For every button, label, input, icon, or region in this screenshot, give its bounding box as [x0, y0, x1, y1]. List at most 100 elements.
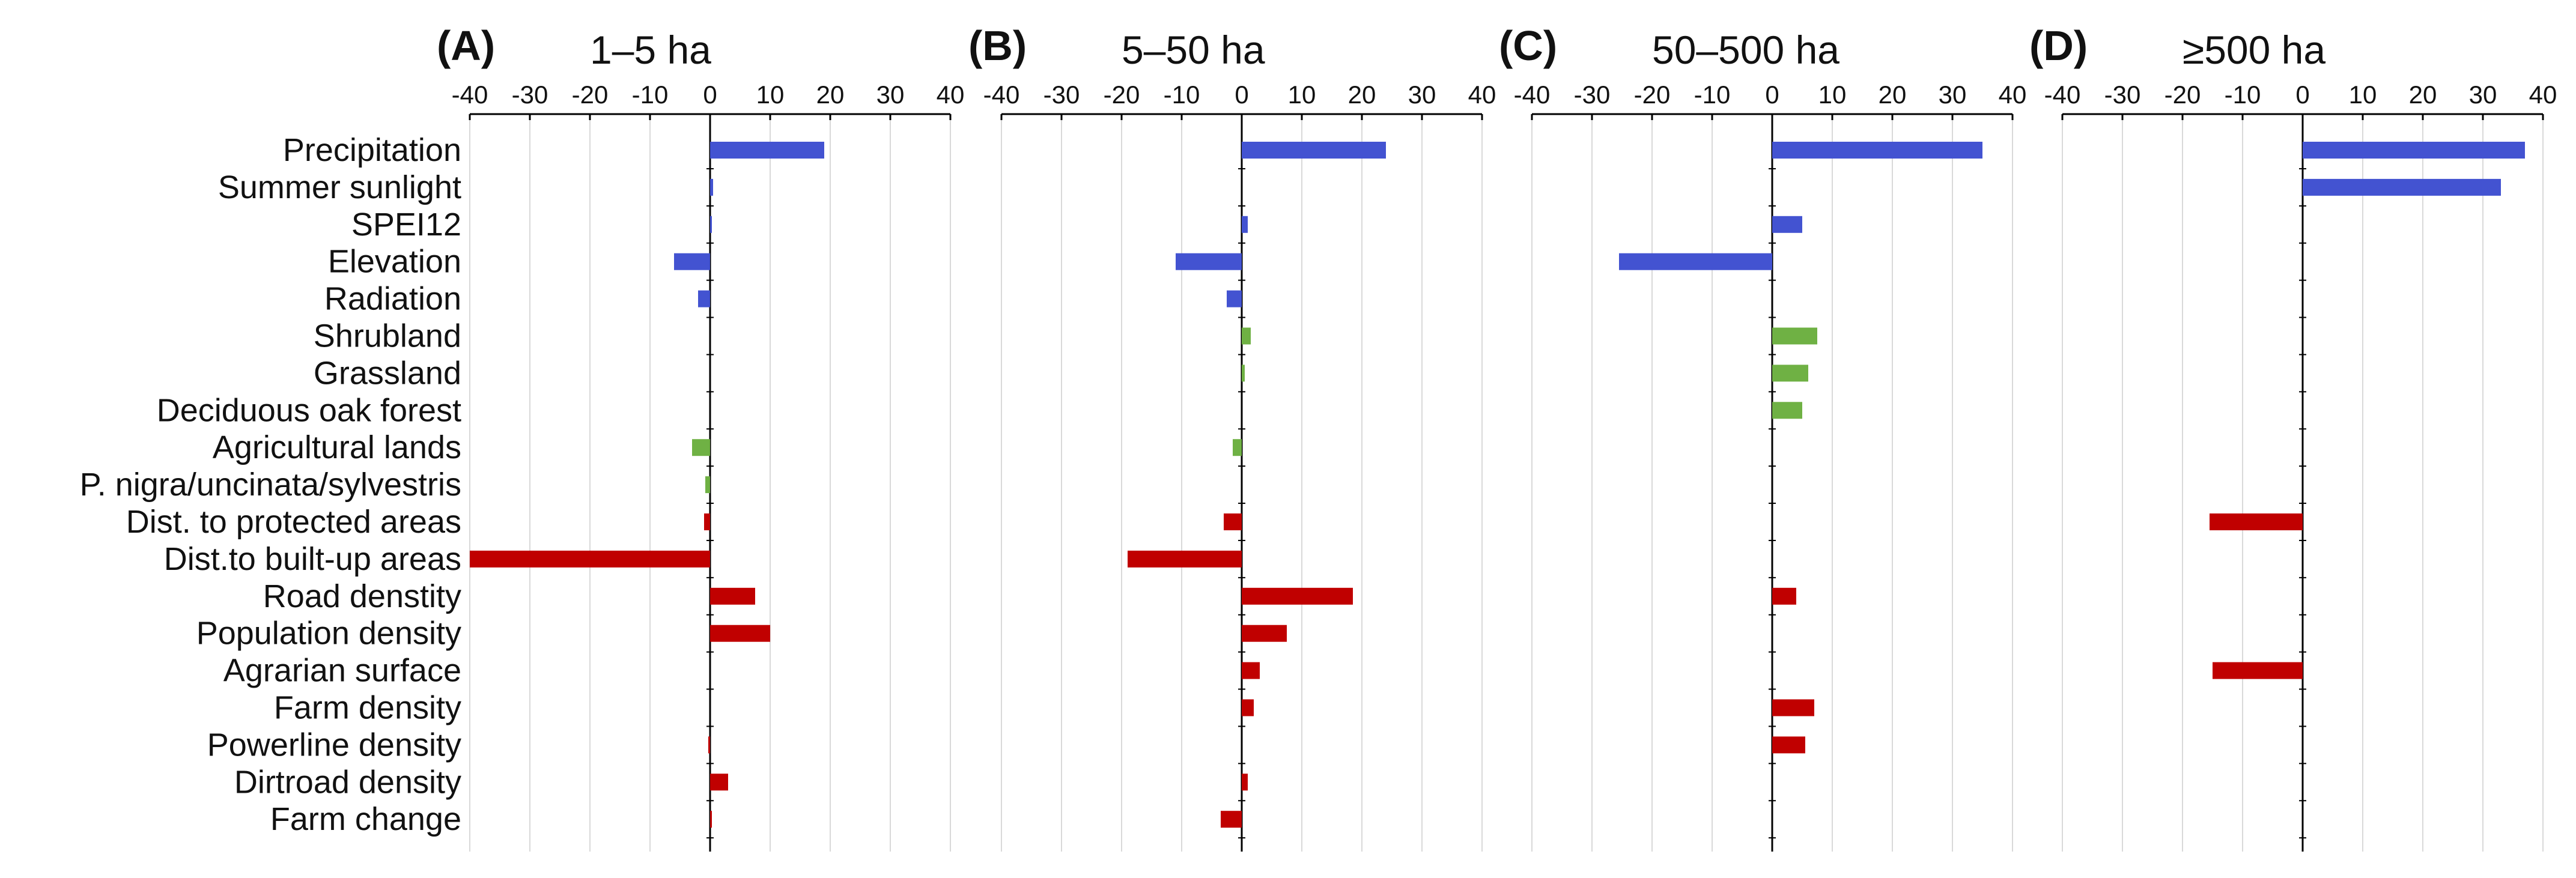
bar [1242, 365, 1245, 382]
bar [470, 550, 710, 568]
x-tick-label: -40 [983, 80, 1020, 109]
bar [1176, 253, 1242, 270]
panel-tag: (B) [968, 22, 1027, 69]
bar [1242, 327, 1251, 345]
x-tick-label: 40 [2529, 80, 2557, 109]
category-label: Farm change [270, 801, 461, 837]
x-tick-label: 0 [1765, 80, 1779, 109]
category-label: Agricultural lands [213, 429, 461, 465]
bar [705, 476, 710, 494]
x-tick-label: 0 [2295, 80, 2309, 109]
x-tick-label: -30 [1043, 80, 1080, 109]
bar [1772, 587, 1796, 605]
bar [1772, 365, 1808, 382]
bar [1128, 550, 1242, 568]
category-label: Deciduous oak forest [157, 392, 461, 428]
bar [1233, 439, 1242, 456]
panel-title: 1–5 ha [590, 28, 711, 72]
bar [2213, 662, 2303, 679]
category-label: Shrubland [314, 318, 461, 354]
bar [2303, 142, 2525, 159]
x-tick-label: 10 [756, 80, 785, 109]
category-label: Dirtroad density [234, 764, 461, 800]
x-tick-label: -20 [2164, 80, 2201, 109]
x-tick-label: 10 [1288, 80, 1316, 109]
panel-title: 50–500 ha [1652, 28, 1839, 72]
bar [708, 736, 710, 754]
bar [1772, 736, 1805, 754]
bar [710, 142, 824, 159]
bar [1242, 662, 1260, 679]
bar [710, 587, 755, 605]
category-label: P. nigra/uncinata/sylvestris [80, 467, 461, 503]
x-tick-label: 40 [1468, 80, 1496, 109]
x-tick-label: 40 [937, 80, 965, 109]
bar [1242, 142, 1386, 159]
x-tick-label: -10 [2225, 80, 2261, 109]
bar [1227, 290, 1242, 307]
bar [710, 811, 712, 828]
bar [710, 625, 770, 642]
x-tick-label: -20 [1634, 80, 1671, 109]
category-label: Precipitation [283, 132, 461, 168]
category-label: Population density [196, 616, 461, 652]
category-label: Dist. to protected areas [126, 504, 461, 540]
x-tick-label: -40 [452, 80, 488, 109]
x-tick-label: 30 [876, 80, 905, 109]
bar [2210, 513, 2303, 530]
panel-title: ≥500 ha [2183, 28, 2325, 72]
bar [692, 439, 710, 456]
category-label: SPEI12 [351, 207, 461, 243]
bar [1242, 216, 1248, 233]
x-tick-label: -40 [1514, 80, 1551, 109]
x-tick-label: 10 [1818, 80, 1847, 109]
category-label: Radiation [324, 281, 461, 317]
bar [1772, 142, 1982, 159]
bar [1242, 699, 1254, 716]
x-tick-label: 30 [2469, 80, 2497, 109]
bar [710, 178, 713, 196]
x-tick-label: -10 [632, 80, 669, 109]
x-tick-label: -20 [1104, 80, 1140, 109]
category-label: Dist.to built-up areas [164, 541, 461, 577]
x-tick-label: -30 [1574, 80, 1611, 109]
category-label: Road denstity [263, 578, 461, 614]
panel-tag: (C) [1499, 22, 1557, 69]
bar [1242, 587, 1353, 605]
x-tick-label: -10 [1694, 80, 1731, 109]
bar [674, 253, 710, 270]
bar [1221, 811, 1242, 828]
bar [698, 290, 710, 307]
x-tick-label: 40 [1999, 80, 2027, 109]
bar [1242, 625, 1287, 642]
category-label: Summer sunlight [218, 169, 461, 205]
x-tick-label: 20 [1348, 80, 1376, 109]
x-tick-label: -30 [2104, 80, 2141, 109]
bar [704, 513, 710, 530]
category-label: Grassland [314, 355, 461, 391]
x-tick-label: -40 [2044, 80, 2081, 109]
x-tick-label: -30 [512, 80, 548, 109]
x-tick-label: 20 [816, 80, 845, 109]
x-tick-label: 10 [2349, 80, 2377, 109]
x-tick-label: 0 [703, 80, 717, 109]
bar [710, 774, 728, 791]
category-label: Powerline density [207, 727, 461, 763]
bar [1619, 253, 1772, 270]
x-tick-label: 30 [1408, 80, 1436, 109]
bar [1772, 327, 1817, 345]
x-tick-label: 20 [2409, 80, 2437, 109]
panel-tag: (D) [2029, 22, 2088, 69]
bar [1772, 216, 1802, 233]
category-label: Agrarian surface [223, 653, 461, 689]
bar [1772, 699, 1814, 716]
x-tick-label: -10 [1164, 80, 1200, 109]
bar [710, 216, 712, 233]
x-tick-label: -20 [572, 80, 609, 109]
bar [1242, 774, 1248, 791]
category-label: Elevation [328, 244, 461, 280]
bar [1224, 513, 1242, 530]
x-tick-label: 0 [1235, 80, 1248, 109]
bar [1772, 402, 1802, 419]
